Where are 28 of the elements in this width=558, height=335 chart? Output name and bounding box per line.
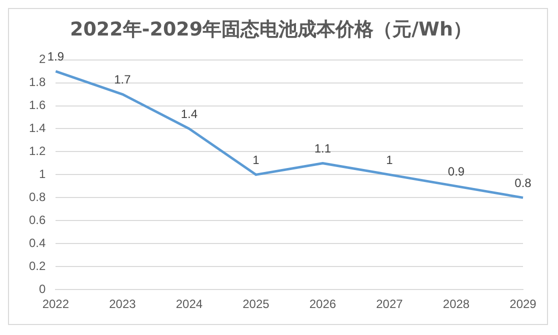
chart-title: 2022年-2029年固态电池成本价格（元/Wh） [70,18,472,40]
x-tick-label: 2027 [376,297,404,312]
y-tick-label: 1.8 [28,75,46,90]
data-label: 1.9 [47,50,64,64]
data-label: 1.4 [180,107,198,122]
data-label: 0.8 [514,176,532,190]
y-tick-label: 1.6 [28,98,46,112]
y-tick-label: 0.2 [28,258,46,273]
x-tick-label: 2028 [442,297,470,312]
data-label: 0.9 [448,164,465,179]
y-tick-label: 0 [38,282,46,296]
x-tick-label: 2024 [176,297,203,312]
data-label: 1.7 [114,72,132,87]
y-tick-label: 0.6 [28,212,46,227]
y-tick-label: 0.4 [28,236,46,250]
y-tick-label: 1.2 [28,144,46,158]
data-label: 1 [386,153,394,168]
x-tick-label: 2026 [309,297,336,312]
data-label: 1 [252,153,260,168]
x-tick-label: 2025 [242,297,270,312]
x-tick-label: 2029 [510,297,537,312]
y-tick-label: 0.8 [28,190,46,204]
y-tick-label: 1 [38,167,46,182]
y-tick-label: 1.4 [28,121,46,136]
y-tick-label: 2 [38,52,46,66]
x-tick-label: 2023 [109,297,136,312]
x-tick-label: 2022 [42,297,70,312]
data-label: 1.1 [314,142,332,156]
